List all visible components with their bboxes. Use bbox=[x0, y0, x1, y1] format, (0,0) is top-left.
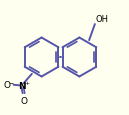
Text: N: N bbox=[18, 81, 25, 90]
Text: O: O bbox=[20, 96, 27, 105]
Text: O: O bbox=[4, 81, 11, 89]
Text: −: − bbox=[8, 80, 13, 85]
Text: +: + bbox=[24, 81, 30, 86]
Text: OH: OH bbox=[95, 15, 108, 24]
